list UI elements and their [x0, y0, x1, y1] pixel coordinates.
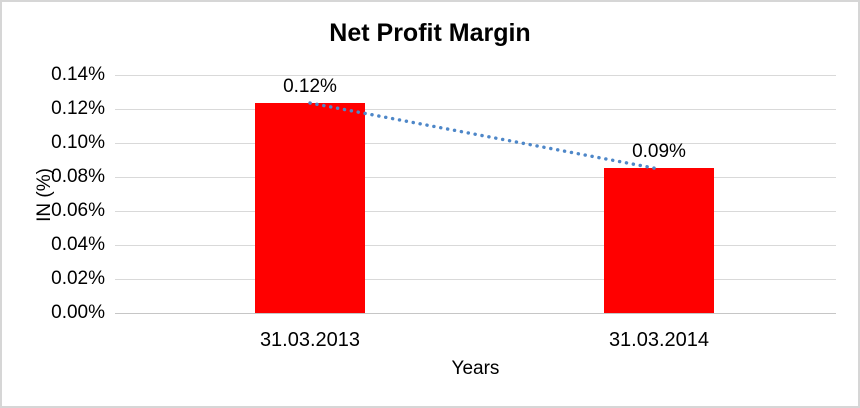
- bar-data-label: 0.09%: [632, 141, 686, 162]
- y-tick-label: 0.06%: [51, 200, 105, 221]
- plot-area: 0.12% 0.09%: [115, 75, 836, 314]
- y-tick-label: 0.08%: [51, 166, 105, 187]
- chart-title: Net Profit Margin: [329, 19, 531, 47]
- gridline: [115, 211, 836, 212]
- x-category-label: 31.03.2013: [259, 329, 361, 351]
- gridline: [115, 143, 836, 144]
- y-tick-label: 0.04%: [51, 234, 105, 255]
- gridline: [115, 75, 836, 76]
- bar-data-label: 0.12%: [283, 76, 337, 97]
- gridline: [115, 279, 836, 280]
- gridline: [115, 245, 836, 246]
- gridline: [115, 109, 836, 110]
- y-tick-label: 0.12%: [51, 98, 105, 119]
- y-tick-label: 0.02%: [51, 268, 105, 289]
- x-category-label: 31.03.2014: [608, 329, 710, 351]
- x-axis-line: [115, 313, 836, 314]
- bar-31.03.2013: [255, 103, 365, 313]
- y-tick-label: 0.14%: [51, 64, 105, 85]
- trendline: [308, 101, 661, 171]
- y-tick-label: 0.00%: [51, 302, 105, 323]
- x-axis-title: Years: [451, 358, 500, 379]
- bar-31.03.2014: [604, 168, 714, 313]
- y-tick-label: 0.10%: [51, 132, 105, 153]
- gridline: [115, 177, 836, 178]
